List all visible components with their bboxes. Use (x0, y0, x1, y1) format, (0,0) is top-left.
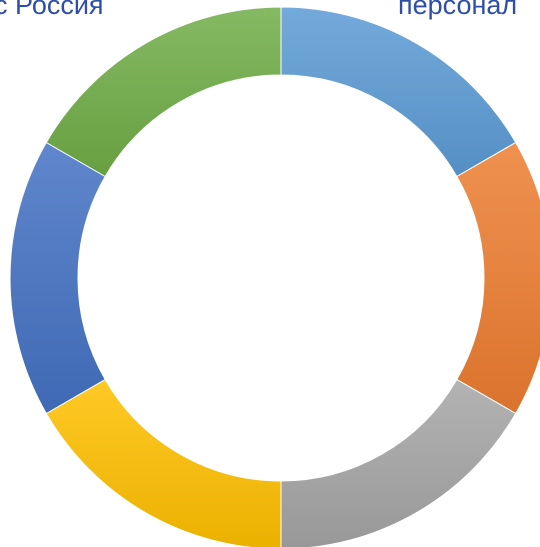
donut-slice-4 (45, 378, 282, 547)
donut-slice-3 (280, 378, 517, 547)
donut-slices (9, 6, 540, 547)
donut-slice-5 (9, 141, 106, 415)
donut-slice-2 (456, 141, 540, 415)
donut-slice-1 (280, 6, 517, 178)
category-label-left: с Россия (0, 0, 104, 20)
donut-slice-6 (45, 6, 282, 178)
category-label-right: персонал (398, 0, 518, 20)
